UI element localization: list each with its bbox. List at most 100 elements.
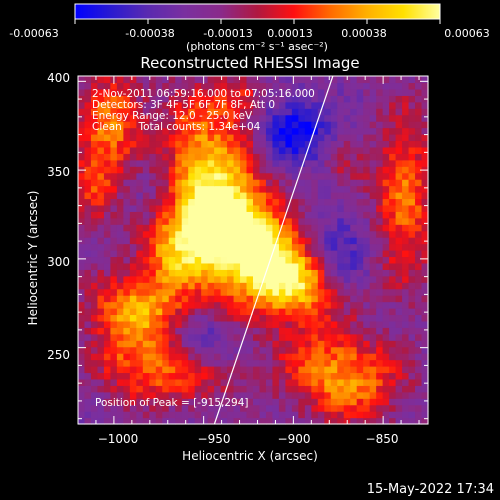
- heatmap-cell: [363, 88, 371, 96]
- heatmap-cell: [227, 378, 235, 386]
- heatmap-cell: [201, 333, 209, 341]
- heatmap-cell: [155, 327, 163, 335]
- heatmap-cell: [369, 340, 377, 348]
- heatmap-cell: [415, 237, 423, 245]
- heatmap-cell: [337, 192, 345, 200]
- heatmap-cell: [421, 275, 429, 283]
- heatmap-cell: [291, 159, 299, 167]
- heatmap-cell: [103, 95, 112, 103]
- heatmap-cell: [317, 288, 325, 296]
- heatmap-cell: [181, 404, 189, 412]
- heatmap-cell: [149, 256, 157, 264]
- heatmap-cell: [220, 76, 228, 84]
- heatmap-cell: [246, 385, 254, 393]
- heatmap-cell: [149, 179, 157, 187]
- heatmap-cell: [259, 121, 267, 129]
- heatmap-cell: [350, 411, 358, 419]
- heatmap-cell: [350, 366, 358, 374]
- heatmap-cell: [142, 114, 150, 122]
- heatmap-cell: [110, 269, 118, 277]
- heatmap-cell: [240, 262, 248, 270]
- heatmap-cell: [304, 179, 312, 187]
- heatmap-cell: [175, 172, 183, 180]
- heatmap-cell: [78, 353, 86, 361]
- heatmap-cell: [285, 134, 293, 142]
- heatmap-cell: [233, 308, 241, 316]
- heatmap-cell: [356, 295, 364, 303]
- heatmap-cell: [265, 378, 274, 386]
- heatmap-cell: [181, 101, 189, 109]
- heatmap-cell: [142, 301, 150, 309]
- heatmap-cell: [103, 127, 112, 135]
- heatmap-cell: [291, 243, 299, 251]
- heatmap-cell: [129, 179, 137, 187]
- heatmap-cell: [233, 256, 241, 264]
- heatmap-cell: [415, 134, 423, 142]
- heatmap-cell: [103, 301, 112, 309]
- heatmap-cell: [227, 108, 235, 116]
- heatmap-cell: [227, 134, 235, 142]
- heatmap-cell: [272, 204, 280, 212]
- heatmap-cell: [382, 237, 390, 245]
- heatmap-cell: [207, 353, 215, 361]
- heatmap-cell: [155, 172, 163, 180]
- heatmap-cell: [207, 250, 215, 258]
- heatmap-cell: [356, 269, 364, 277]
- heatmap-cell: [272, 333, 280, 341]
- heatmap-cell: [278, 230, 287, 238]
- heatmap-cell: [285, 76, 293, 84]
- heatmap-cell: [110, 391, 118, 399]
- heatmap-cell: [317, 340, 325, 348]
- heatmap-cell: [402, 224, 410, 232]
- heatmap-cell: [389, 217, 397, 225]
- heatmap-cell: [272, 372, 280, 380]
- heatmap-cell: [369, 185, 377, 193]
- heatmap-cell: [259, 101, 267, 109]
- heatmap-cell: [227, 121, 235, 129]
- heatmap-cell: [253, 346, 261, 354]
- heatmap-cell: [181, 391, 189, 399]
- heatmap-cell: [272, 275, 280, 283]
- heatmap-cell: [175, 404, 183, 412]
- heatmap-cell: [175, 288, 183, 296]
- heatmap-cell: [97, 224, 105, 232]
- heatmap-cell: [285, 204, 293, 212]
- heatmap-cell: [253, 172, 261, 180]
- heatmap-cell: [402, 288, 410, 296]
- heatmap-cell: [181, 314, 189, 322]
- heatmap-cell: [214, 404, 222, 412]
- heatmap-cell: [285, 224, 293, 232]
- heatmap-cell: [97, 411, 105, 419]
- heatmap-cell: [304, 224, 312, 232]
- heatmap-cell: [220, 114, 228, 122]
- heatmap-cell: [408, 211, 416, 219]
- heatmap-cell: [350, 417, 358, 425]
- heatmap-cell: [97, 346, 105, 354]
- heatmap-cell: [168, 346, 176, 354]
- heatmap-cell: [421, 153, 429, 161]
- heatmap-cell: [123, 411, 131, 419]
- heatmap-cell: [259, 192, 267, 200]
- heatmap-cell: [402, 204, 410, 212]
- heatmap-cell: [389, 159, 397, 167]
- heatmap-cell: [110, 166, 118, 174]
- heatmap-cell: [188, 217, 196, 225]
- heatmap-cell: [376, 121, 384, 129]
- heatmap-cell: [240, 192, 248, 200]
- heatmap-cell: [265, 314, 274, 322]
- heatmap-cell: [116, 385, 124, 393]
- heatmap-cell: [78, 140, 86, 148]
- heatmap-cell: [78, 288, 86, 296]
- heatmap-cell: [78, 404, 86, 412]
- heatmap-cell: [337, 301, 345, 309]
- heatmap-cell: [103, 250, 112, 258]
- heatmap-cell: [78, 333, 86, 341]
- heatmap-cell: [291, 269, 299, 277]
- heatmap-cell: [84, 243, 92, 251]
- heatmap-cell: [265, 346, 274, 354]
- heatmap-cell: [84, 256, 92, 264]
- heatmap-cell: [291, 179, 299, 187]
- heatmap-cell: [181, 185, 189, 193]
- heatmap-cell: [278, 108, 287, 116]
- heatmap-cell: [97, 146, 105, 154]
